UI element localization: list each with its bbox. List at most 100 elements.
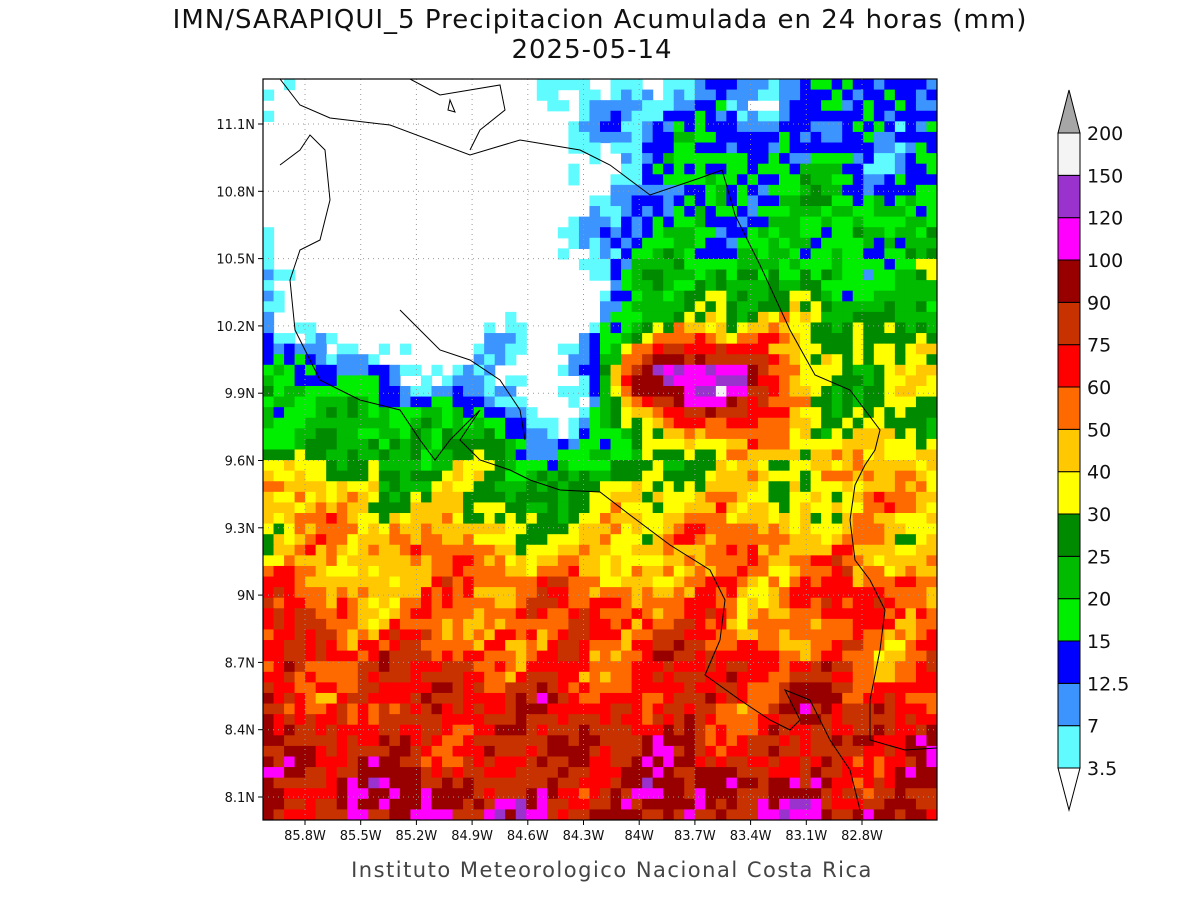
precip-cell: [884, 703, 896, 715]
precip-cell: [431, 788, 443, 800]
precip-cell: [757, 565, 770, 578]
precip-cell: [557, 460, 570, 472]
precip-cell: [831, 110, 843, 122]
precip-cell: [768, 788, 780, 800]
precip-cell: [452, 640, 464, 652]
precip-cell: [779, 364, 791, 376]
precip-cell: [578, 258, 591, 271]
precip-cell: [420, 597, 433, 609]
colorbar-label: 20: [1087, 589, 1111, 611]
precip-cell: [842, 438, 854, 451]
precip-cell: [905, 184, 917, 197]
precip-cell: [705, 449, 717, 461]
precip-cell: [789, 428, 801, 440]
precip-cell: [915, 809, 928, 820]
precip-cell: [894, 777, 907, 789]
precip-cell: [768, 576, 780, 588]
precip-cell: [852, 618, 864, 631]
precip-cell: [578, 364, 591, 376]
precip-cell: [747, 671, 759, 683]
precip-cell: [600, 724, 612, 736]
precip-cell: [305, 544, 317, 556]
precip-cell: [347, 407, 359, 419]
precip-cell: [789, 343, 801, 355]
precip-cell: [894, 650, 907, 662]
precip-cell: [705, 343, 717, 355]
precip-cell: [884, 375, 896, 387]
precip-cell: [736, 290, 749, 302]
colorbar-label: 60: [1087, 377, 1111, 399]
precip-cell: [842, 798, 854, 811]
precip-cell: [515, 534, 527, 546]
precip-cell: [821, 470, 833, 482]
precip-cell: [610, 364, 622, 376]
precip-cell: [526, 629, 538, 641]
precip-cell: [631, 258, 643, 271]
precip-cell: [789, 714, 801, 726]
precip-cell: [663, 216, 675, 228]
precip-cell: [747, 385, 759, 398]
precip-cell: [789, 206, 801, 218]
precip-cell: [852, 206, 864, 218]
precip-cell: [915, 375, 928, 387]
precip-cell: [326, 534, 338, 546]
precip-cell: [905, 280, 917, 292]
precip-cell: [726, 449, 738, 461]
precip-cell: [842, 724, 854, 736]
precip-cell: [578, 428, 591, 440]
precip-cell: [663, 671, 675, 683]
precip-cell: [694, 608, 706, 620]
precip-cell: [800, 142, 812, 154]
precip-cell: [705, 481, 717, 493]
precip-cell: [694, 565, 706, 578]
precip-cell: [926, 258, 937, 271]
precip-cell: [652, 618, 664, 631]
precip-cell: [568, 809, 580, 820]
precip-cell: [705, 608, 717, 620]
precip-cell: [631, 153, 643, 165]
precip-cell: [694, 79, 706, 91]
precip-cell: [884, 428, 896, 440]
precip-cell: [694, 555, 706, 567]
precip-cell: [800, 407, 812, 419]
precip-cell: [663, 777, 675, 789]
precip-cell: [326, 692, 338, 705]
precip-cell: [736, 597, 749, 609]
precip-cell: [715, 608, 727, 620]
precip-cell: [315, 333, 327, 345]
precip-cell: [768, 661, 780, 673]
precip-cell: [547, 481, 559, 493]
precip-cell: [810, 788, 822, 800]
precip-cell: [768, 438, 780, 451]
precip-cell: [536, 629, 548, 641]
precip-cell: [915, 576, 928, 588]
precip-cell: [768, 237, 780, 249]
precip-cell: [420, 671, 433, 683]
precip-cell: [926, 131, 937, 144]
precip-cell: [536, 809, 548, 820]
precip-cell: [757, 481, 770, 493]
precip-cell: [452, 375, 464, 387]
precip-cell: [494, 576, 506, 588]
precip-cell: [821, 322, 833, 334]
precip-cell: [747, 195, 759, 207]
precip-cell: [852, 555, 864, 567]
precip-cell: [821, 650, 833, 662]
precip-cell: [600, 714, 612, 726]
precip-cell: [410, 396, 422, 408]
precip-cell: [694, 258, 706, 271]
precip-cell: [326, 375, 338, 387]
precip-cell: [600, 121, 612, 133]
precip-cell: [263, 110, 275, 122]
precip-cell: [642, 523, 654, 535]
precip-cell: [736, 354, 749, 366]
precip-cell: [263, 714, 275, 726]
precip-cell: [336, 576, 348, 588]
precip-cell: [484, 671, 496, 683]
precip-cell: [663, 438, 675, 451]
precip-cell: [757, 195, 770, 207]
precip-cell: [684, 110, 696, 122]
precip-cell: [399, 650, 412, 662]
precip-cell: [821, 481, 833, 493]
precip-cell: [757, 354, 770, 366]
